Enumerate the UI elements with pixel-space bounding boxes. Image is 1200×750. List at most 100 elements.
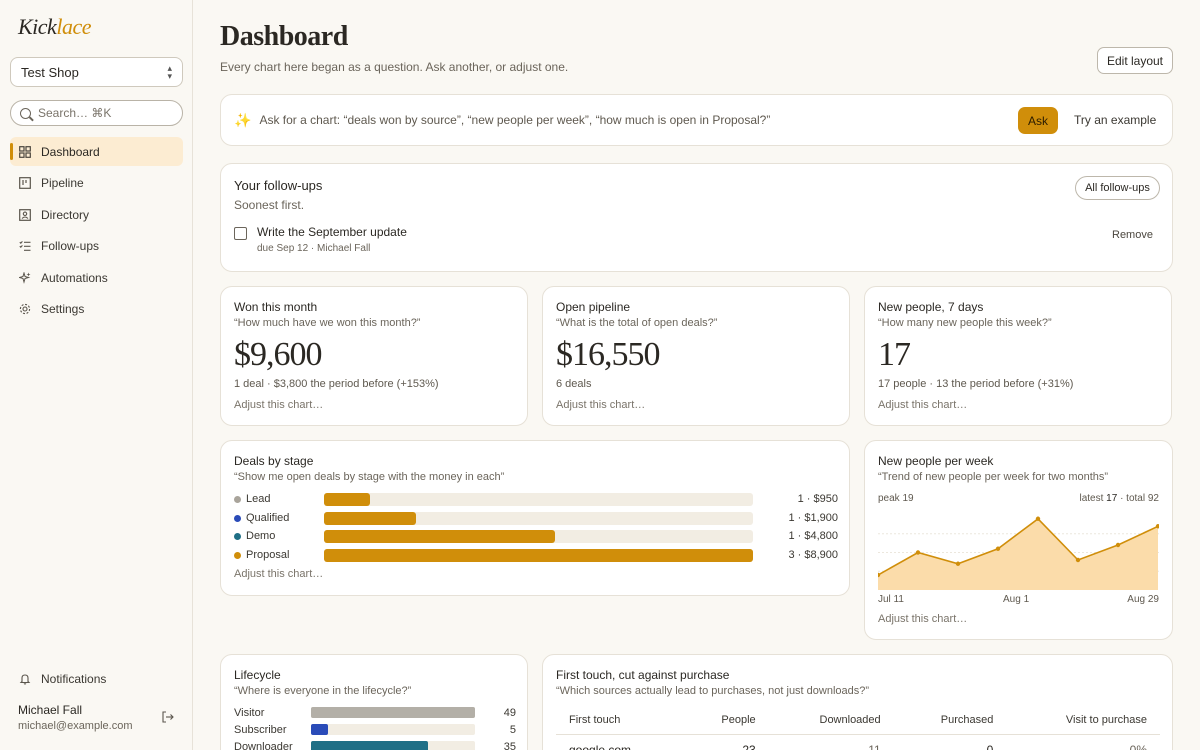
data-point[interactable] bbox=[995, 546, 1001, 551]
followups-subtitle: Soonest first. bbox=[234, 198, 305, 212]
stage-bar bbox=[324, 548, 753, 562]
latest-total-label: latest 17 · total 92 bbox=[1079, 493, 1159, 504]
followup-checkbox[interactable] bbox=[234, 227, 247, 240]
sidebar-item-label: Settings bbox=[41, 302, 85, 317]
search-placeholder: Search… ⌘K bbox=[38, 106, 112, 120]
followup-item: Write the September update due Sep 12 · … bbox=[234, 225, 407, 254]
lifecycle-bar bbox=[311, 741, 429, 750]
stage-bar-track bbox=[324, 548, 753, 562]
logout-icon[interactable] bbox=[162, 711, 174, 723]
gear-icon bbox=[19, 304, 31, 315]
lifecycle-bar bbox=[311, 724, 328, 735]
stage-row[interactable]: Demo 1 · $4,800 bbox=[234, 530, 838, 544]
followups-title: Your follow-ups bbox=[234, 178, 323, 193]
search-icon bbox=[20, 107, 31, 119]
data-point[interactable] bbox=[1115, 542, 1121, 548]
sidebar-item-label: Automations bbox=[41, 270, 108, 285]
kpi-question: “How many new people this week?” bbox=[878, 317, 1052, 329]
lifecycle-row[interactable]: Visitor 49 bbox=[234, 707, 516, 719]
column-header[interactable]: People bbox=[682, 709, 769, 735]
new-people-per-week-card: New people per week “Trend of new people… bbox=[864, 440, 1173, 640]
data-point[interactable] bbox=[1075, 557, 1081, 563]
card-title: First touch, cut against purchase bbox=[556, 668, 730, 682]
card-title: Lifecycle bbox=[234, 668, 281, 682]
latest-prefix: latest bbox=[1079, 493, 1107, 504]
data-point[interactable] bbox=[1155, 524, 1159, 529]
ask-chart-input[interactable]: Ask for a chart: “deals won by source”, … bbox=[259, 113, 771, 127]
lifecycle-row[interactable]: Downloader 35 bbox=[234, 741, 516, 750]
try-example-button[interactable]: Try an example bbox=[1074, 113, 1157, 127]
sidebar-item-settings[interactable]: Settings bbox=[10, 295, 183, 324]
column-header[interactable]: Visit to purchase bbox=[1006, 709, 1160, 735]
stage-label: Qualified bbox=[246, 511, 290, 524]
remove-followup-button[interactable]: Remove bbox=[1112, 229, 1153, 241]
x-tick-label: Aug 1 bbox=[1003, 594, 1030, 605]
lifecycle-card: Lifecycle “Where is everyone in the life… bbox=[220, 654, 528, 750]
stage-row[interactable]: Lead 1 · $950 bbox=[234, 493, 838, 507]
user-name: Michael Fall bbox=[18, 703, 83, 717]
stage-row[interactable]: Proposal 3 · $8,900 bbox=[234, 548, 838, 563]
stage-value: 1 · $950 bbox=[797, 493, 838, 505]
table-cell: 11 bbox=[868, 743, 881, 750]
sidebar-item-directory[interactable]: Directory bbox=[10, 200, 183, 229]
column-header[interactable]: First touch bbox=[556, 709, 683, 735]
sidebar-item-follow-ups[interactable]: Follow-ups bbox=[10, 232, 183, 261]
sidebar-item-label: Follow-ups bbox=[41, 239, 100, 254]
stage-dot bbox=[234, 514, 241, 522]
lifecycle-bar-track bbox=[311, 724, 475, 735]
card-question: “Which sources actually lead to purchase… bbox=[556, 685, 870, 697]
stage-value: 3 · $8,900 bbox=[788, 548, 838, 561]
sidebar-item-label: Pipeline bbox=[41, 176, 84, 191]
sparkle-icon: ✨ bbox=[234, 111, 252, 128]
page-title: Dashboard bbox=[220, 21, 348, 52]
shop-select[interactable]: Test Shop ▴ ▾ bbox=[10, 57, 183, 87]
edit-layout-button[interactable]: Edit layout bbox=[1097, 47, 1173, 74]
data-point[interactable] bbox=[1035, 516, 1041, 521]
lifecycle-bar bbox=[311, 707, 475, 718]
sidebar-item-dashboard[interactable]: Dashboard bbox=[10, 137, 183, 166]
search-input[interactable]: Search… ⌘K bbox=[10, 100, 183, 126]
adjust-chart-link[interactable]: Adjust this chart… bbox=[234, 568, 324, 580]
table-cell: google.com bbox=[569, 743, 632, 750]
data-point[interactable] bbox=[915, 550, 921, 555]
contact-icon bbox=[19, 208, 31, 221]
notifications-link[interactable]: Notifications bbox=[10, 665, 183, 693]
kpi-won-this-month: Won this month “How much have we won thi… bbox=[220, 286, 528, 426]
card-title: Deals by stage bbox=[234, 454, 314, 468]
data-point[interactable] bbox=[955, 561, 961, 566]
kpi-question: “What is the total of open deals?” bbox=[556, 317, 718, 329]
table-header-row: First touch People Downloaded Purchased … bbox=[556, 709, 1160, 735]
adjust-chart-link[interactable]: Adjust this chart… bbox=[878, 399, 968, 411]
adjust-chart-link[interactable]: Adjust this chart… bbox=[556, 399, 646, 411]
kpi-question: “How much have we won this month?” bbox=[234, 317, 421, 329]
stage-label: Demo bbox=[246, 530, 276, 542]
kpi-title: New people, 7 days bbox=[878, 300, 984, 314]
table-row[interactable]: google.com 23 11 0 0% bbox=[556, 735, 1160, 750]
kpi-open-pipeline: Open pipeline “What is the total of open… bbox=[542, 286, 850, 426]
sidebar-item-automations[interactable]: Automations bbox=[10, 263, 183, 292]
lifecycle-row[interactable]: Subscriber 5 bbox=[234, 724, 516, 736]
kpi-new-people: New people, 7 days “How many new people … bbox=[864, 286, 1172, 426]
data-point[interactable] bbox=[878, 572, 881, 578]
lifecycle-bar-track bbox=[311, 741, 475, 750]
app-logo[interactable]: Kicklace bbox=[18, 14, 91, 40]
ask-button[interactable]: Ask bbox=[1018, 107, 1058, 134]
stage-dot bbox=[234, 496, 241, 503]
card-question: “Show me open deals by stage with the mo… bbox=[234, 471, 505, 483]
table-cell: 23 bbox=[742, 743, 756, 750]
ask-chart-bar: ✨ Ask for a chart: “deals won by source”… bbox=[220, 94, 1173, 146]
series-line bbox=[878, 517, 1159, 576]
all-followups-button[interactable]: All follow-ups bbox=[1075, 176, 1160, 200]
stage-row[interactable]: Qualified 1 · $1,900 bbox=[234, 511, 838, 526]
deals-by-stage-card: Deals by stage “Show me open deals by st… bbox=[220, 440, 850, 596]
kpi-meta: 6 deals bbox=[556, 378, 592, 390]
sidebar-item-pipeline[interactable]: Pipeline bbox=[10, 169, 183, 198]
adjust-chart-link[interactable]: Adjust this chart… bbox=[878, 613, 968, 625]
kpi-value: $16,550 bbox=[556, 336, 660, 373]
column-header[interactable]: Downloaded bbox=[768, 709, 894, 735]
column-header[interactable]: Purchased bbox=[893, 709, 1007, 735]
adjust-chart-link[interactable]: Adjust this chart… bbox=[234, 399, 324, 411]
user-email: michael@example.com bbox=[18, 720, 133, 732]
table-cell: 0 bbox=[986, 743, 994, 750]
grid-icon bbox=[19, 145, 31, 158]
